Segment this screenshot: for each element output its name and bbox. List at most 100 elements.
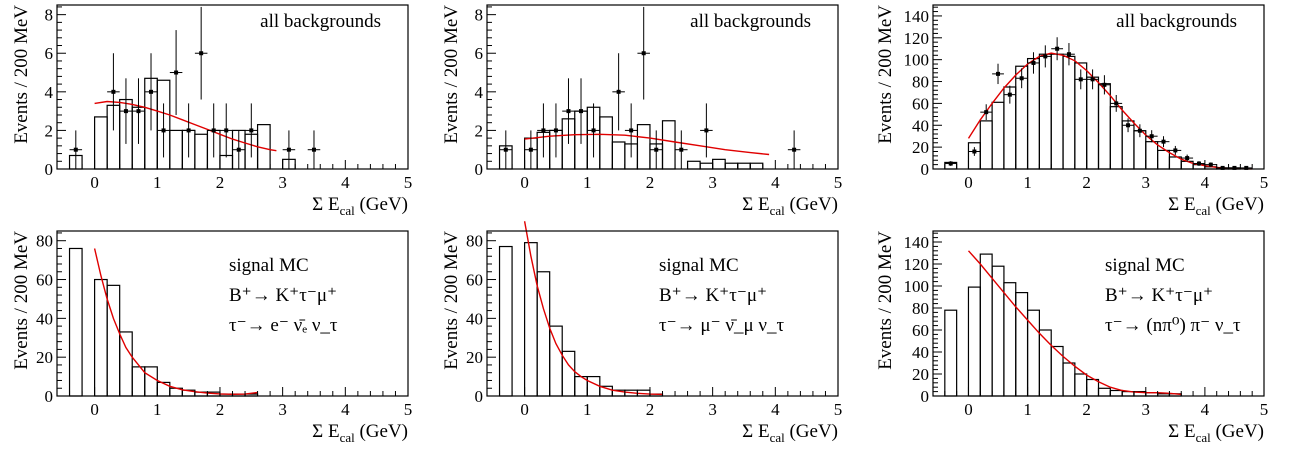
data-marker — [566, 109, 571, 114]
x-tick-label: 0 — [964, 173, 973, 192]
data-point — [700, 103, 713, 158]
hist-bar — [1086, 378, 1100, 397]
data-marker — [186, 128, 191, 133]
hist-bar — [119, 331, 133, 397]
y-axis-label: Events / 200 MeV — [875, 231, 896, 370]
y-tick-label: 0 — [45, 160, 54, 179]
data-point — [69, 130, 83, 169]
data-marker — [553, 128, 558, 133]
y-tick-label: 120 — [904, 255, 930, 274]
y-tick-label: 80 — [36, 232, 53, 251]
hist-bar — [194, 133, 209, 170]
data-marker — [286, 147, 291, 152]
fit-curve — [523, 221, 663, 396]
hist-bar — [1097, 83, 1111, 170]
data-marker — [224, 128, 229, 133]
data-point — [219, 103, 233, 158]
data-marker — [1232, 165, 1237, 170]
data-point — [1063, 43, 1075, 66]
data-marker — [174, 70, 179, 75]
hist-bar — [1038, 53, 1052, 170]
x-axis-label: Σ Ecal (GeV) — [312, 194, 408, 218]
data-point — [1157, 136, 1170, 148]
hist-bar — [979, 120, 993, 170]
x-axis-label: Σ Ecal (GeV) — [1168, 421, 1264, 445]
y-axis-label: Events / 200 MeV — [441, 5, 462, 144]
data-point — [1204, 162, 1217, 167]
x-tick-label: 5 — [404, 173, 413, 192]
hist-bar — [1074, 373, 1088, 397]
annotation-line: B⁺→ K⁺τ⁻μ⁺ — [1105, 285, 1213, 306]
x-tick-label: 1 — [153, 400, 162, 419]
hist-bar — [636, 124, 651, 170]
data-marker — [1007, 92, 1012, 97]
data-point — [1145, 130, 1158, 143]
data-marker — [1066, 52, 1071, 57]
hist-bar — [68, 247, 83, 397]
data-point — [144, 53, 158, 131]
hist-bar — [1097, 387, 1111, 397]
data-marker — [641, 51, 646, 56]
hist-bar — [1086, 76, 1100, 170]
y-tick-label: 60 — [466, 271, 483, 290]
x-tick-label: 4 — [771, 173, 780, 192]
x-tick-label: 5 — [834, 173, 843, 192]
y-axis-label: Events / 200 MeV — [441, 231, 462, 370]
data-marker — [616, 89, 621, 94]
data-point — [1039, 45, 1052, 68]
data-point — [132, 78, 145, 144]
data-marker — [792, 147, 797, 152]
x-tick-label: 1 — [1023, 173, 1032, 192]
data-marker — [149, 89, 154, 94]
data-point — [1086, 69, 1099, 90]
x-tick-label: 0 — [520, 173, 529, 192]
y-tick-label: 6 — [475, 44, 484, 63]
hist-bar — [661, 120, 676, 170]
panel-2: 0 1 2 3 4 5 0 2 4 6 8 Events / 200 MeV Σ Ecal (GeV) a… — [441, 4, 843, 218]
data-point — [1193, 161, 1205, 166]
x-tick-label: 0 — [520, 400, 529, 419]
y-tick-label: 100 — [904, 277, 930, 296]
y-tick-label: 140 — [904, 233, 930, 252]
data-marker — [1114, 101, 1119, 106]
panel-title: all backgrounds — [1116, 11, 1237, 32]
hist-bar — [549, 325, 563, 397]
data-point — [1027, 52, 1040, 74]
hist-bar — [524, 242, 538, 397]
hist-bar — [599, 116, 613, 170]
x-tick-label: 3 — [708, 173, 717, 192]
data-marker — [73, 147, 78, 152]
data-point — [549, 103, 563, 158]
x-axis-label: Σ Ecal (GeV) — [312, 421, 408, 445]
y-tick-label: 140 — [904, 7, 930, 26]
annotation-line: τ⁻→ (nπ⁰) π⁻ ν_τ — [1105, 315, 1241, 336]
y-tick-label: 20 — [36, 348, 53, 367]
x-tick-label: 1 — [583, 400, 592, 419]
fit-curve — [94, 100, 277, 152]
hist-bar — [611, 141, 626, 170]
x-tick-label: 4 — [1201, 173, 1210, 192]
data-marker — [984, 110, 989, 115]
data-point — [194, 6, 208, 100]
data-point — [1122, 118, 1134, 133]
panel-title: all backgrounds — [260, 11, 381, 32]
data-marker — [249, 128, 254, 133]
hist-bar — [1157, 149, 1171, 170]
annotation-line: τ⁻→ e⁻ ν̄ₑ ν_τ — [229, 315, 338, 336]
y-tick-label: 100 — [904, 51, 930, 70]
data-point — [107, 53, 120, 131]
annotation-line: τ⁻→ μ⁻ ν̄_μ ν_τ — [659, 315, 784, 336]
data-marker — [541, 128, 546, 133]
hist-bar — [94, 278, 108, 397]
data-point — [232, 130, 246, 169]
x-tick-label: 1 — [153, 173, 162, 192]
data-marker — [1185, 156, 1190, 161]
x-tick-label: 2 — [1082, 400, 1091, 419]
data-marker — [1196, 161, 1201, 166]
data-point — [307, 130, 321, 169]
data-point — [1051, 37, 1064, 61]
y-tick-label: 40 — [466, 309, 483, 328]
data-marker — [996, 71, 1001, 76]
data-point — [169, 30, 183, 115]
